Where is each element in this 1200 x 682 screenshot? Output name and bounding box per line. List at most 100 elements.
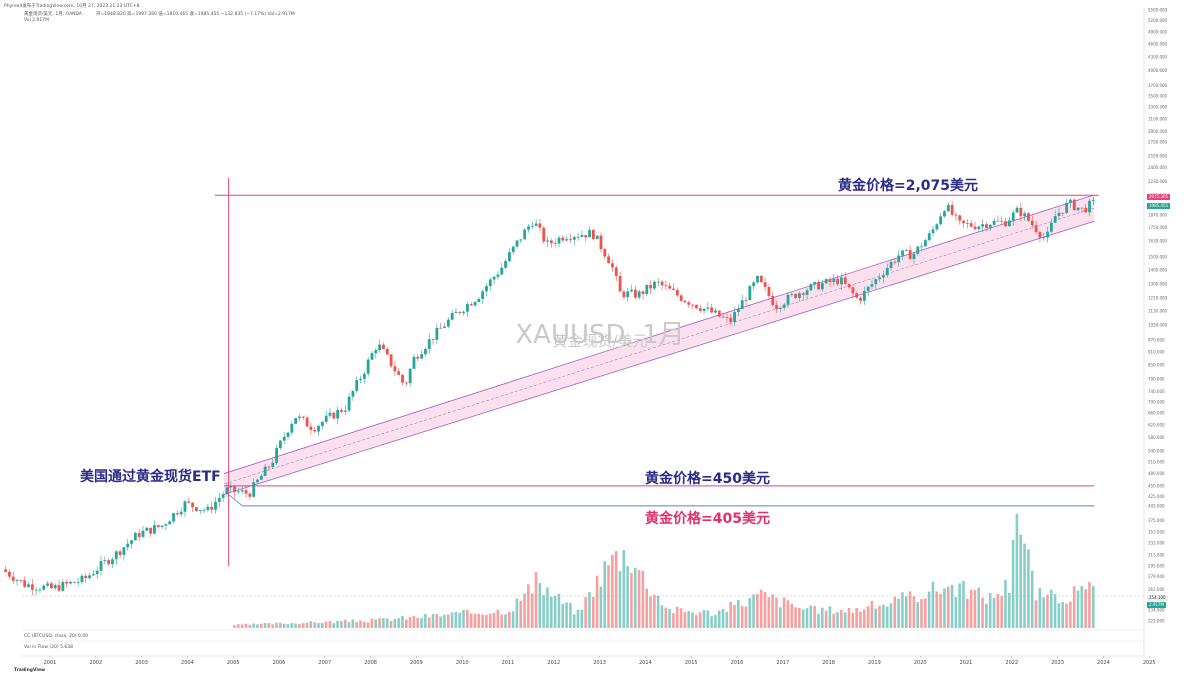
candle-body [721, 316, 725, 318]
candle-body [882, 275, 885, 278]
volume-bar [717, 610, 721, 628]
price-tag-volume: 2.917M [1147, 602, 1166, 608]
volume-bar [656, 595, 660, 628]
volume-bar [901, 592, 904, 628]
price-tag-current: 1985.455 [1147, 203, 1171, 209]
price-tick-label: 2550.000 [1148, 154, 1168, 159]
symbol-info[interactable]: 黄金现货/美元, 1月, OANDA [24, 12, 82, 17]
volume-bar [347, 622, 351, 628]
annotation-level-405: 黄金价格=405美元 [645, 511, 770, 527]
candle-body [874, 279, 878, 285]
candle-body [362, 373, 366, 379]
candle-body [1084, 207, 1088, 213]
volume-bar [626, 566, 629, 628]
candle-body [706, 307, 710, 309]
candle-body [603, 249, 607, 257]
volume-bar [1019, 534, 1023, 628]
candle-body [901, 250, 904, 256]
candle-body [664, 285, 668, 287]
candle-body [801, 293, 805, 295]
candle-body [946, 204, 950, 212]
volume-bar [882, 604, 885, 628]
candle-body [966, 223, 969, 224]
candle-body [504, 261, 507, 268]
candle-body [656, 281, 660, 283]
candle-body [454, 311, 458, 313]
volume-bar [794, 607, 797, 628]
watermark-name: 黄金现货/美元 [552, 332, 648, 350]
candle-body [649, 284, 653, 289]
candle-body [1053, 215, 1057, 223]
price-tick-label: 5500.000 [1148, 8, 1168, 13]
volume-bar [1046, 594, 1049, 628]
candle-body [893, 261, 897, 263]
time-tick-label: 2015 [685, 660, 698, 666]
price-tick-label: 3100.000 [1148, 116, 1168, 121]
volume-bar [317, 623, 320, 628]
candle-body [756, 275, 759, 283]
volume-bar [309, 621, 313, 628]
volume-bar [805, 608, 809, 628]
candle-body [740, 300, 744, 310]
candle-body [1080, 207, 1084, 209]
candle-body [908, 249, 912, 260]
price-tick-label: 740.000 [1148, 389, 1165, 394]
volume-bar [1023, 543, 1026, 628]
volume-bar [431, 614, 435, 628]
price-tick-label: 353.000 [1148, 529, 1165, 534]
volume-bar [817, 613, 820, 628]
tradingview-logo: TradingView [14, 668, 46, 673]
candle-body [572, 237, 576, 240]
price-tick-label: 5200.000 [1148, 18, 1168, 23]
volume-bar [366, 622, 370, 628]
candle-body [103, 560, 107, 562]
candle-body [958, 215, 962, 221]
candle-body [282, 436, 286, 441]
volume-bar [622, 550, 626, 628]
price-tick-label: 1300.000 [1148, 282, 1168, 287]
candle-body [775, 305, 778, 309]
trend-channel-fill [224, 194, 1095, 495]
candle-body [924, 240, 927, 247]
candle-body [225, 487, 229, 495]
volume-bar [778, 607, 782, 628]
volume-bar [542, 595, 545, 628]
candle-body [580, 235, 584, 237]
price-tick-label: 1210.000 [1148, 295, 1168, 300]
time-tick-label: 2016 [731, 660, 744, 666]
price-tick-label: 3300.000 [1148, 105, 1168, 110]
candle-body [565, 239, 569, 241]
candle-body [11, 576, 15, 581]
candle-body [61, 581, 65, 591]
candle-body [237, 491, 240, 493]
candle-body [748, 286, 752, 301]
indicator-vol[interactable]: Vol in Flow (20) 5.638 [24, 645, 73, 650]
candle-body [305, 417, 309, 427]
volume-bar [748, 598, 752, 628]
candle-body [992, 220, 996, 225]
volume-bar [275, 622, 278, 628]
volume-bar [523, 593, 526, 628]
volume-bar [931, 581, 935, 628]
candle-body [950, 204, 954, 215]
candle-body [538, 223, 542, 228]
volume-bar [328, 620, 332, 628]
volume-bar [240, 624, 244, 628]
indicator-cc[interactable]: CC (BTCUSD, close, 20) 0.00 [24, 634, 89, 639]
volume-bar [1015, 513, 1019, 628]
volume-bar [305, 622, 309, 628]
candle-body [633, 289, 637, 298]
candle-body [355, 380, 359, 391]
candle-body [4, 569, 7, 572]
candle-body [466, 304, 469, 312]
candle-body [1007, 220, 1011, 227]
time-tick-label: 2018 [822, 660, 835, 666]
candle-body [141, 530, 145, 537]
candle-body [328, 412, 332, 416]
volume-bar [897, 598, 900, 628]
volume-bar [519, 600, 523, 628]
volume-bar [279, 622, 282, 628]
candle-body [99, 561, 103, 571]
